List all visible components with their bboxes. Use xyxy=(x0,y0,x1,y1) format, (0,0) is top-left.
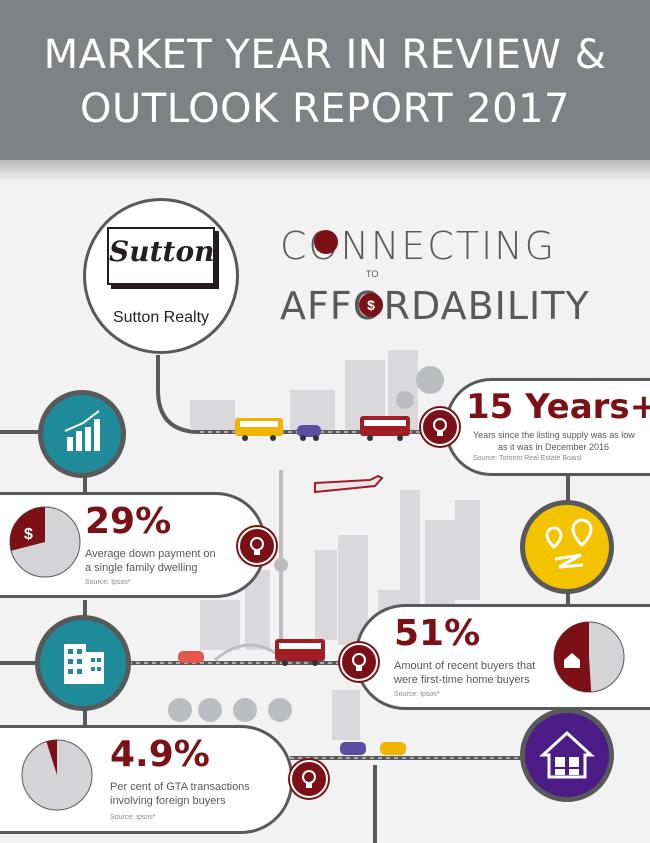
stat-desc-line2: involving foreign buyers xyxy=(110,795,226,807)
report-title-line1: MARKET YEAR IN REVIEW & xyxy=(43,32,607,78)
pie-down-payment: $ xyxy=(9,506,81,578)
house-puzzle-icon xyxy=(539,730,595,779)
stat-card-down-payment: 29% Average down payment on a single fam… xyxy=(0,492,266,598)
stat-source: Source: Toronto Real Estate Board xyxy=(473,455,582,462)
house-puzzle-badge xyxy=(520,708,614,802)
dollar-coin-icon: $ xyxy=(359,293,383,317)
lightbulb-icon xyxy=(340,643,378,681)
stat-value: 51% xyxy=(394,613,481,654)
stat-card-foreign-buyers: 4.9% Per cent of GTA transactions involv… xyxy=(0,725,293,834)
map-route-badge xyxy=(520,500,614,594)
stat-card-listing-supply: 15 Years+ Years since the listing supply… xyxy=(445,378,650,476)
header-banner xyxy=(0,0,650,160)
sutton-logo-mark: Sutton xyxy=(107,227,215,285)
stat-desc-line1: Average down payment on xyxy=(85,548,216,560)
stat-desc-line2: were first-time home buyers xyxy=(394,674,530,686)
lightbulb-icon xyxy=(290,760,328,798)
stat-value: 15 Years+ xyxy=(466,387,650,427)
pie-first-time-buyers xyxy=(553,621,625,693)
lightbulb-icon xyxy=(238,527,276,565)
stat-source: Source: Ipsos* xyxy=(85,579,131,586)
tagline: CONNECTING TO AFFORDABILITY $ xyxy=(280,224,600,334)
dollar-icon: $ xyxy=(24,526,33,543)
tagline-to: TO xyxy=(366,269,379,279)
sutton-logo-badge: Sutton Sutton Realty xyxy=(83,198,239,354)
stat-desc-line1: Amount of recent buyers that xyxy=(394,660,536,672)
brand-name: Sutton Realty xyxy=(112,309,210,326)
sutton-logo-word: Sutton xyxy=(109,235,215,268)
report-title-line2: OUTLOOK REPORT 2017 xyxy=(80,86,570,132)
stat-desc-line1: Per cent of GTA transactions xyxy=(110,781,250,793)
stat-source: Source: Ipsos* xyxy=(394,691,440,698)
building-badge xyxy=(35,615,131,711)
tagline-affordability: AFFORDABILITY xyxy=(280,284,590,328)
chart-icon xyxy=(64,410,100,451)
stat-value: 4.9% xyxy=(110,734,210,775)
handshake-icon xyxy=(314,230,338,254)
building-icon xyxy=(64,644,104,684)
map-route-icon xyxy=(545,518,593,569)
stat-desc-line1: Years since the listing supply was as lo… xyxy=(473,430,635,440)
growth-chart-badge xyxy=(38,390,126,478)
pie-foreign-buyers xyxy=(21,739,93,811)
lightbulb-icon xyxy=(421,408,459,446)
stat-desc-line2: as it was in December 2016 xyxy=(498,442,610,452)
stat-value: 29% xyxy=(85,501,172,542)
stat-source: Source: Ipsos* xyxy=(110,814,156,821)
house-icon xyxy=(564,653,580,668)
stat-desc-line2: a single family dwelling xyxy=(85,562,198,574)
